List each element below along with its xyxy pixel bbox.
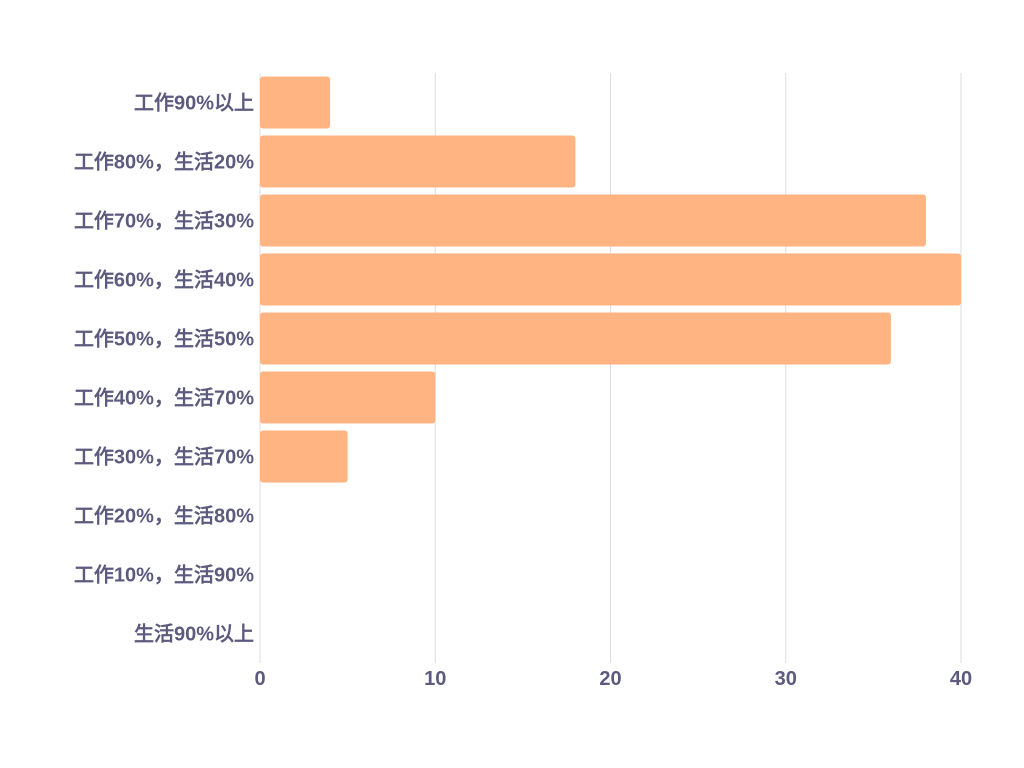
category-label: 工作60%，生活40%	[74, 268, 254, 292]
x-axis-tick-labels: 0 10 20 30 40	[254, 668, 972, 690]
bar	[260, 135, 576, 188]
bar	[260, 430, 348, 483]
bar	[260, 312, 891, 365]
category-label: 生活90%以上	[134, 623, 254, 646]
category-label: 工作40%，生活70%	[74, 386, 254, 410]
category-label: 工作30%，生活70%	[74, 445, 254, 469]
x-tick-label: 40	[950, 668, 972, 690]
bar	[260, 253, 961, 306]
x-tick-label: 20	[599, 668, 621, 690]
category-label: 工作20%，生活80%	[74, 504, 254, 528]
x-tick-label: 30	[775, 668, 797, 690]
x-tick-label: 10	[424, 668, 446, 690]
bar	[260, 194, 926, 247]
bar	[260, 371, 436, 424]
category-label: 工作50%，生活50%	[74, 327, 254, 351]
bars	[260, 76, 961, 483]
bar	[260, 76, 331, 129]
category-label: 工作90%以上	[134, 91, 254, 115]
x-tick-label: 0	[254, 668, 265, 690]
category-label: 工作10%，生活90%	[74, 563, 254, 587]
category-label: 工作80%，生活20%	[74, 150, 254, 174]
category-label: 工作70%，生活30%	[74, 209, 254, 233]
